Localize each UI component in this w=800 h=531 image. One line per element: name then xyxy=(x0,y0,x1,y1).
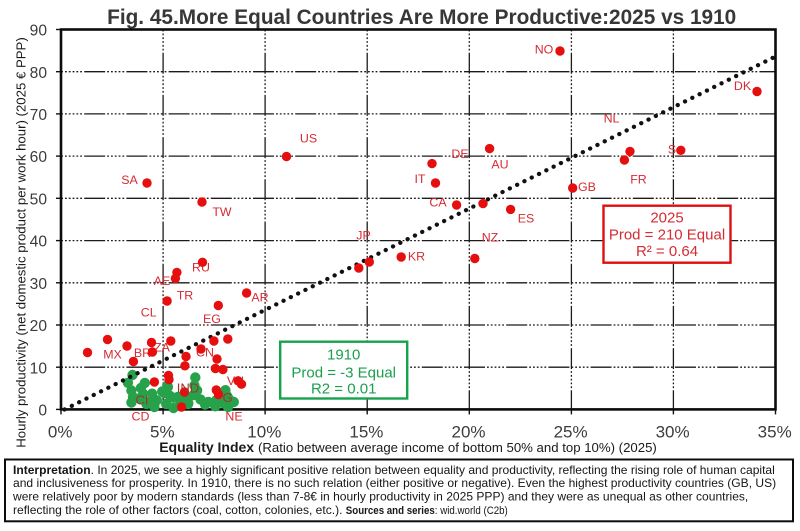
svg-text:R² = 0.64: R² = 0.64 xyxy=(636,243,698,260)
svg-text:AR: AR xyxy=(251,290,268,304)
svg-text:AE: AE xyxy=(154,274,171,288)
svg-text:70: 70 xyxy=(30,107,48,124)
svg-text:30: 30 xyxy=(30,276,48,293)
svg-text:10%: 10% xyxy=(247,423,281,442)
svg-text:40: 40 xyxy=(30,234,48,251)
svg-text:reflecting the role of other f: reflecting the role of other factors (co… xyxy=(13,503,508,517)
svg-text:G: G xyxy=(222,390,232,405)
svg-text:2025: 2025 xyxy=(650,210,683,227)
svg-text:IT: IT xyxy=(414,172,425,186)
svg-text:35%: 35% xyxy=(758,423,792,442)
svg-text:TW: TW xyxy=(212,205,232,219)
svg-text:Equality Index (Ratio between: Equality Index (Ratio between average in… xyxy=(159,439,657,455)
svg-text:90: 90 xyxy=(30,23,48,40)
svg-text:DK: DK xyxy=(734,79,752,93)
svg-text:30%: 30% xyxy=(656,423,690,442)
svg-text:ZA: ZA xyxy=(154,340,171,354)
svg-text:IND: IND xyxy=(177,381,199,396)
svg-text:DE: DE xyxy=(451,147,468,161)
svg-text:ES: ES xyxy=(518,211,535,225)
svg-text:US: US xyxy=(300,131,317,145)
svg-text:Interpretation. In 2025, we se: Interpretation. In 2025, we see a highly… xyxy=(13,463,775,477)
svg-text:KR: KR xyxy=(408,249,425,263)
svg-text:NO: NO xyxy=(535,42,554,56)
svg-text:AU: AU xyxy=(491,157,508,171)
svg-text:15%: 15% xyxy=(349,423,383,442)
svg-text:Fig. 45.More Equal Countries A: Fig. 45.More Equal Countries Are More Pr… xyxy=(107,6,736,29)
svg-text:BR: BR xyxy=(134,346,151,360)
svg-text:20: 20 xyxy=(30,318,48,335)
svg-text:NE: NE xyxy=(225,409,242,423)
svg-text:1910: 1910 xyxy=(327,347,360,364)
svg-text:FR: FR xyxy=(630,172,647,186)
svg-text:MX: MX xyxy=(103,347,122,361)
svg-text:0: 0 xyxy=(38,403,47,420)
svg-text:NZ: NZ xyxy=(482,230,499,244)
svg-text:CL: CL xyxy=(141,306,157,320)
svg-text:CA: CA xyxy=(429,195,447,209)
svg-text:were relatively poor by modern: were relatively poor by modern standards… xyxy=(12,490,748,504)
svg-text:Hourly productivity (net domes: Hourly productivity (net domestic produc… xyxy=(14,37,29,447)
svg-text:SA: SA xyxy=(121,173,138,187)
svg-text:10: 10 xyxy=(30,360,48,377)
svg-text:NL: NL xyxy=(604,111,620,125)
svg-text:GB: GB xyxy=(578,180,596,194)
svg-text:CD: CD xyxy=(132,409,150,423)
svg-text:5%: 5% xyxy=(150,423,175,442)
svg-text:and inclusiveness for prosperi: and inclusiveness for prosperity. In 191… xyxy=(13,476,776,490)
svg-text:EG: EG xyxy=(203,312,221,326)
svg-text:60: 60 xyxy=(30,149,48,166)
svg-text:0%: 0% xyxy=(48,423,73,442)
svg-text:25%: 25% xyxy=(554,423,588,442)
svg-text:80: 80 xyxy=(30,65,48,82)
svg-text:Prod = -3 Equal: Prod = -3 Equal xyxy=(291,364,396,381)
svg-text:R2 = 0.01: R2 = 0.01 xyxy=(311,381,376,398)
svg-text:20%: 20% xyxy=(451,423,485,442)
svg-text:S: S xyxy=(668,142,676,156)
svg-text:TR: TR xyxy=(177,288,194,302)
svg-text:50: 50 xyxy=(30,191,48,208)
svg-text:Prod = 210 Equal: Prod = 210 Equal xyxy=(609,226,725,243)
svg-text:CI: CI xyxy=(136,393,149,408)
svg-text:JP: JP xyxy=(356,228,370,242)
